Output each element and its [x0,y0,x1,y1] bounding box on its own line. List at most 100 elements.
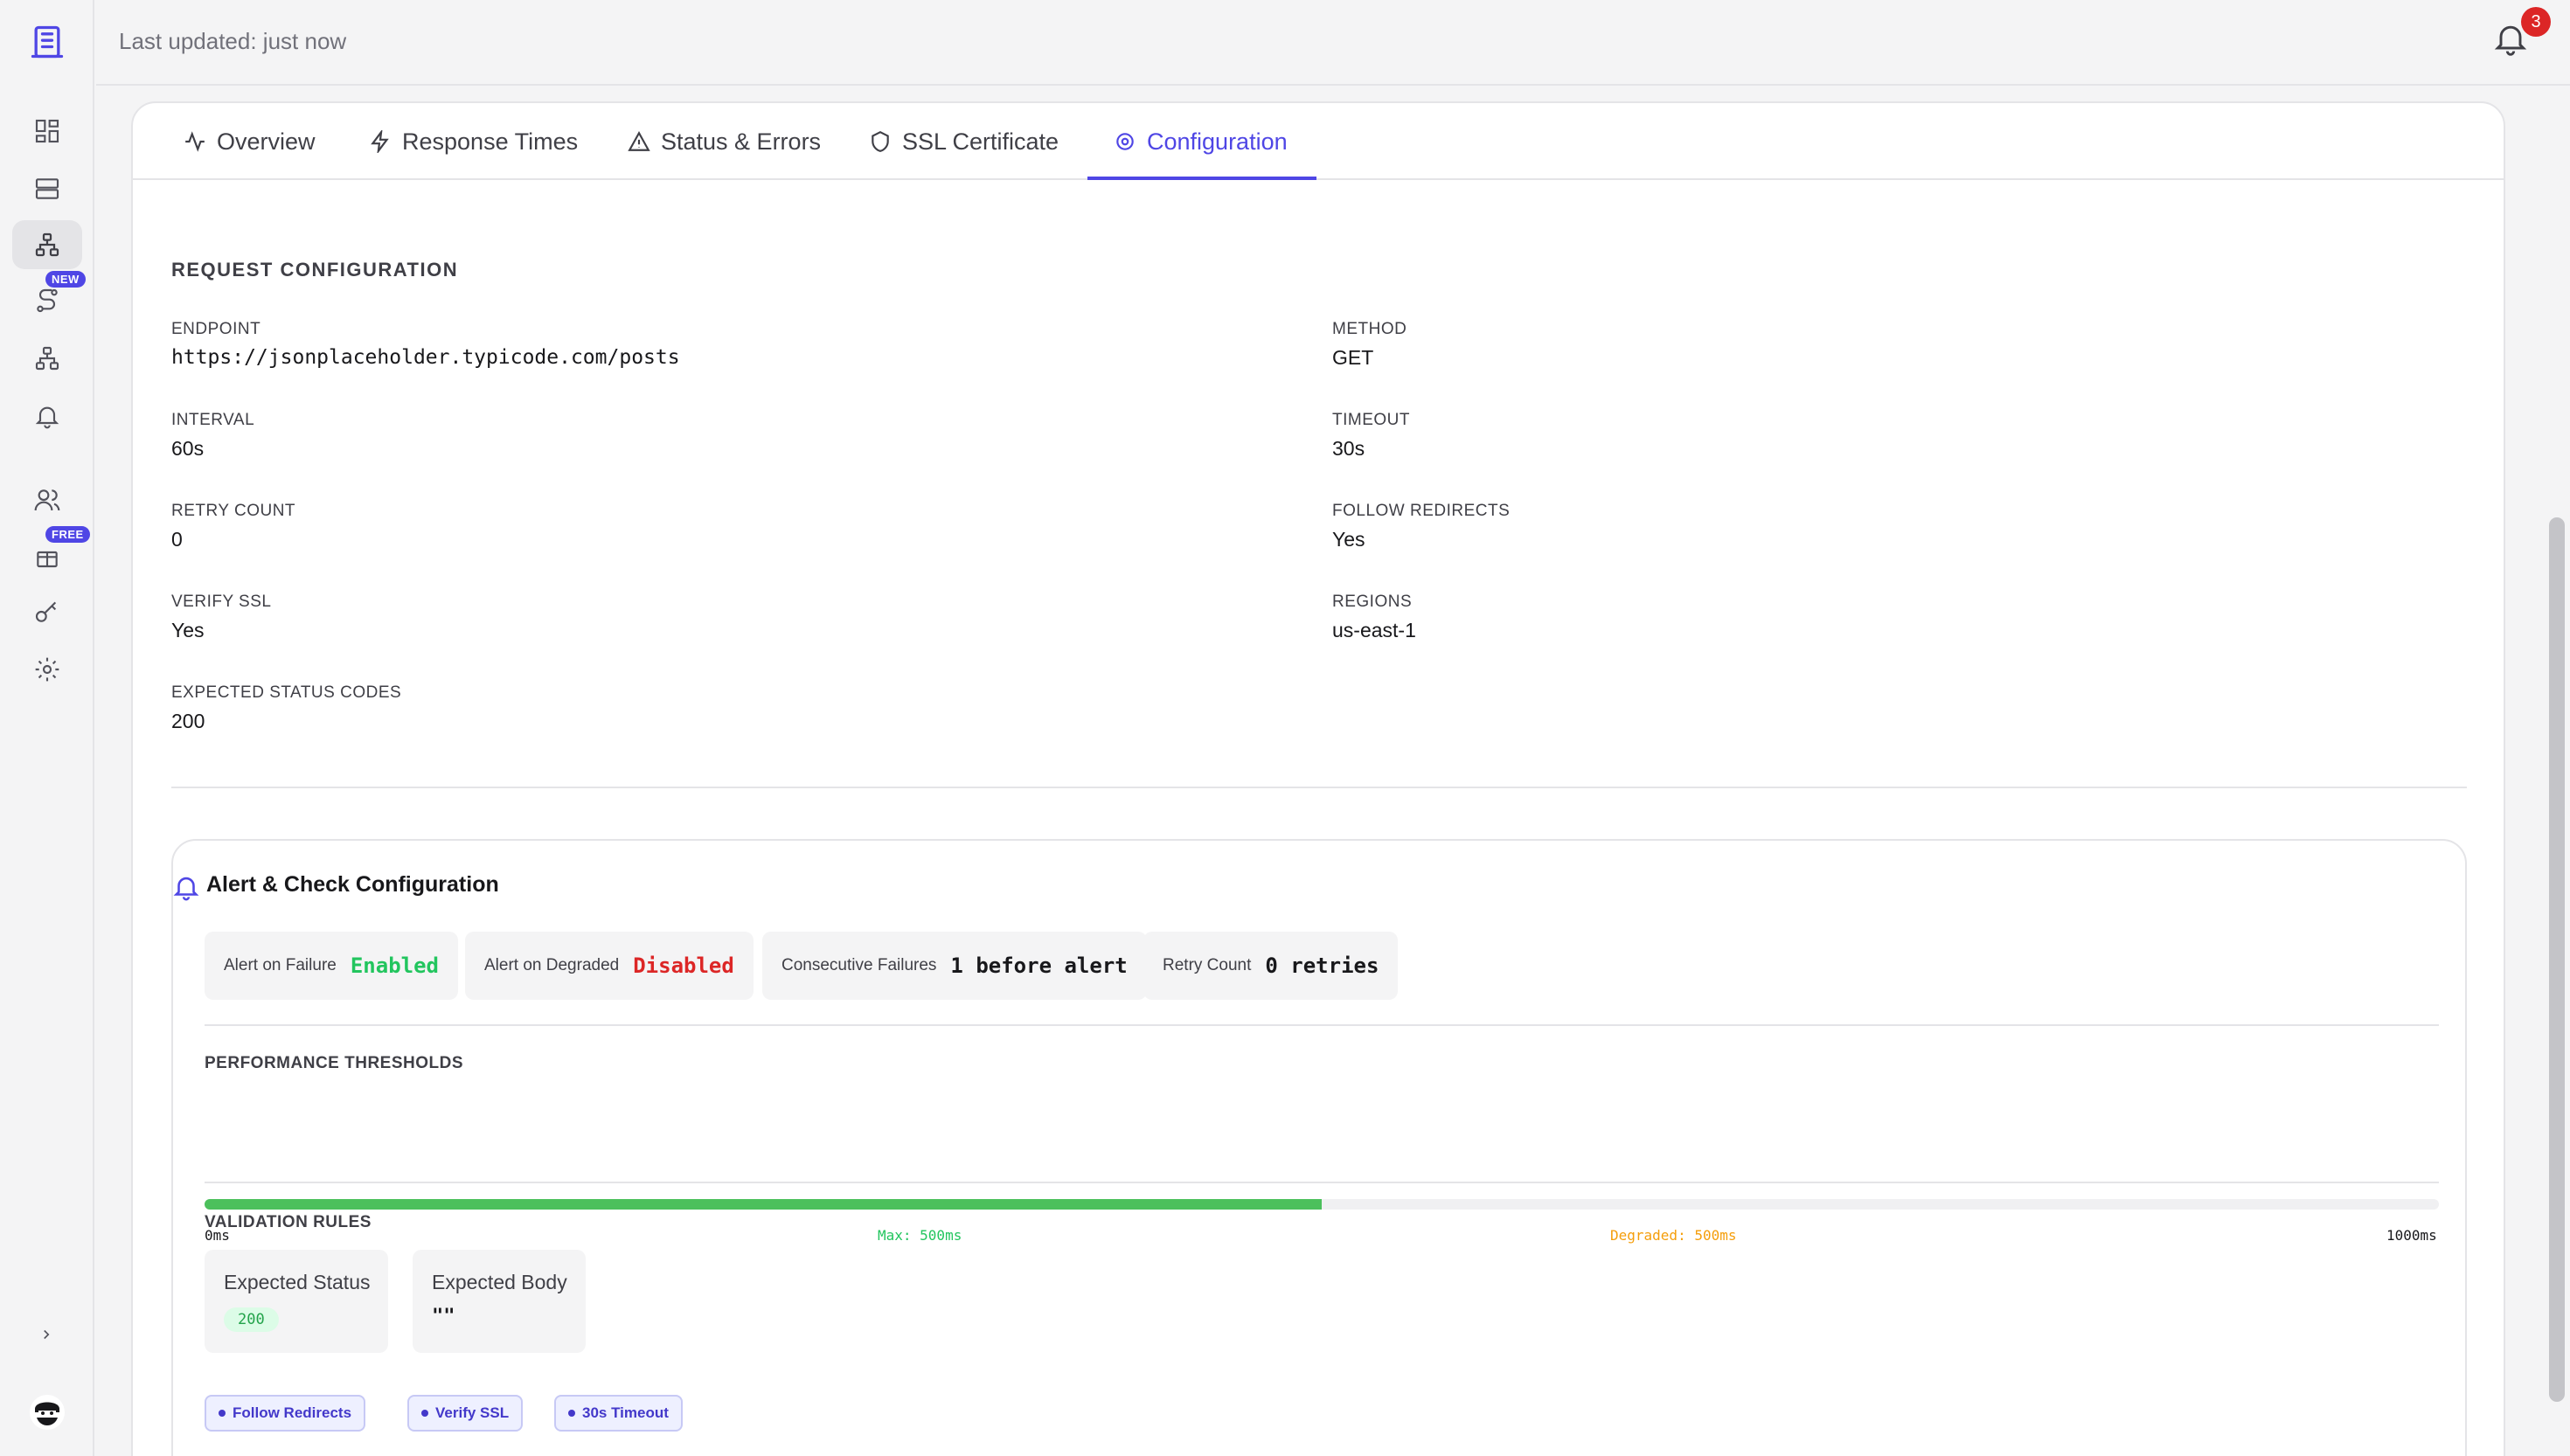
sidebar-item-keys[interactable] [12,587,82,636]
pill-label: Alert on Failure [224,956,337,974]
tab-label: Response Times [402,128,579,155]
sidebar-item-settings[interactable] [12,645,82,694]
bell-icon [35,406,59,429]
threshold-bar-fill [205,1199,1322,1210]
interval-label: INTERVAL [171,411,255,429]
validation-rules-title: VALIDATION RULES [205,1213,372,1231]
shield-icon [872,130,889,152]
route-icon [37,288,58,313]
scrollbar-thumb[interactable] [2549,517,2565,1402]
threshold-tick-end: 1000ms [2386,1227,2437,1244]
tab-bar: Overview Response Times Status & Errors … [133,103,2504,180]
pill-value: Disabled [633,953,734,978]
tab-label: Status & Errors [661,128,822,155]
sidebar-item-sitemap[interactable] [12,334,82,383]
warning-icon [628,131,650,151]
dashboard-icon [35,119,59,143]
alert-on-degraded-pill: Alert on Degraded Disabled [465,932,754,1000]
tab-label: SSL Certificate [902,128,1059,155]
key-icon [35,601,57,622]
active-tab-indicator [1087,177,1316,180]
top-bar: Last updated: just now 3 [96,0,2570,86]
endpoint-label: ENDPOINT [171,320,261,338]
sidebar-item-monitors[interactable] [12,220,82,269]
tab-label: Configuration [1147,128,1288,155]
performance-thresholds-title: PERFORMANCE THRESHOLDS [205,1054,464,1072]
gear-icon [35,657,59,682]
app-logo-icon[interactable] [28,23,66,61]
gift-icon [37,551,58,568]
tab-overview[interactable]: Overview [184,103,316,180]
sidebar-item-routes[interactable]: NEW [12,271,86,325]
page-scrollbar[interactable] [2544,86,2570,1456]
consecutive-failures-pill: Consecutive Failures 1 before alert [762,932,1147,1000]
tag-verify-ssl: Verify SSL [407,1395,524,1432]
chevron-right-icon [44,1329,50,1340]
tag-dot-icon [219,1410,226,1417]
avatar[interactable] [28,1393,66,1432]
alert-config-title: Alert & Check Configuration [206,872,499,897]
section-divider [171,787,2467,788]
free-badge: FREE [45,526,90,543]
notifications-button[interactable]: 3 [2491,7,2551,68]
users-icon [34,489,60,511]
tag-label: Verify SSL [435,1404,510,1421]
tab-status-errors[interactable]: Status & Errors [628,103,821,180]
endpoint-value: https://jsonplaceholder.typicode.com/pos… [171,346,680,369]
sidebar-item-servers[interactable] [12,164,82,213]
bell-icon [2494,25,2527,56]
follow-redirects-value: Yes [1332,528,1365,551]
threshold-tick-max: Max: 500ms [878,1227,962,1244]
tab-configuration[interactable]: Configuration [1114,103,1288,180]
server-icon [35,178,59,199]
method-value: GET [1332,346,1374,369]
verify-ssl-label: VERIFY SSL [171,593,272,611]
pill-value: 1 before alert [950,953,1128,978]
threshold-bar [205,1199,2439,1210]
sidebar-item-team[interactable] [12,475,82,524]
pill-value: Enabled [350,953,439,978]
activity-icon [185,131,205,152]
last-updated-text: Last updated: just now [119,28,347,54]
sidebar-item-free[interactable]: FREE [12,526,90,580]
new-badge: NEW [45,271,86,288]
verify-ssl-value: Yes [171,619,205,641]
lightning-icon [371,130,389,153]
expected-status-codes-value: 200 [171,710,205,732]
expected-status-chip: 200 [224,1307,279,1332]
gear-icon [1116,133,1134,150]
expected-status-codes-label: EXPECTED STATUS CODES [171,683,402,702]
retry-count-value: 0 [171,528,183,551]
expected-body-label: Expected Body [432,1271,567,1293]
monitor-detail-card: Overview Response Times Status & Errors … [131,101,2505,1456]
expected-body-rule: Expected Body "" [413,1250,586,1353]
sitemap-icon [35,346,59,371]
expected-status-rule: Expected Status 200 [205,1250,388,1353]
sidebar-item-dashboard[interactable] [12,107,82,156]
thresholds-divider [205,1182,2439,1183]
tab-label: Overview [217,128,316,155]
tab-response-times[interactable]: Response Times [369,103,578,180]
pill-value: 0 retries [1265,953,1379,978]
tag-dot-icon [568,1410,575,1417]
pill-label: Alert on Degraded [484,956,620,974]
sidebar: NEW FREE [0,0,94,1456]
sidebar-item-alerts[interactable] [12,392,82,440]
notification-count-badge: 3 [2521,7,2551,37]
retry-count-pill: Retry Count 0 retries [1143,932,1399,1000]
expand-sidebar-button[interactable] [33,1321,59,1348]
tag-dot-icon [421,1410,428,1417]
alert-on-failure-pill: Alert on Failure Enabled [205,932,458,1000]
method-label: METHOD [1332,320,1407,338]
expected-body-value: "" [432,1306,455,1328]
follow-redirects-label: FOLLOW REDIRECTS [1332,502,1511,520]
timeout-label: TIMEOUT [1332,411,1410,429]
request-config-title: REQUEST CONFIGURATION [171,259,459,281]
retry-count-label: RETRY COUNT [171,502,296,520]
regions-label: REGIONS [1332,593,1413,611]
tab-ssl-certificate[interactable]: SSL Certificate [869,103,1059,180]
network-icon [35,232,59,257]
tag-follow-redirects: Follow Redirects [205,1395,366,1432]
tag-label: Follow Redirects [233,1404,352,1421]
tag-label: 30s Timeout [582,1404,669,1421]
